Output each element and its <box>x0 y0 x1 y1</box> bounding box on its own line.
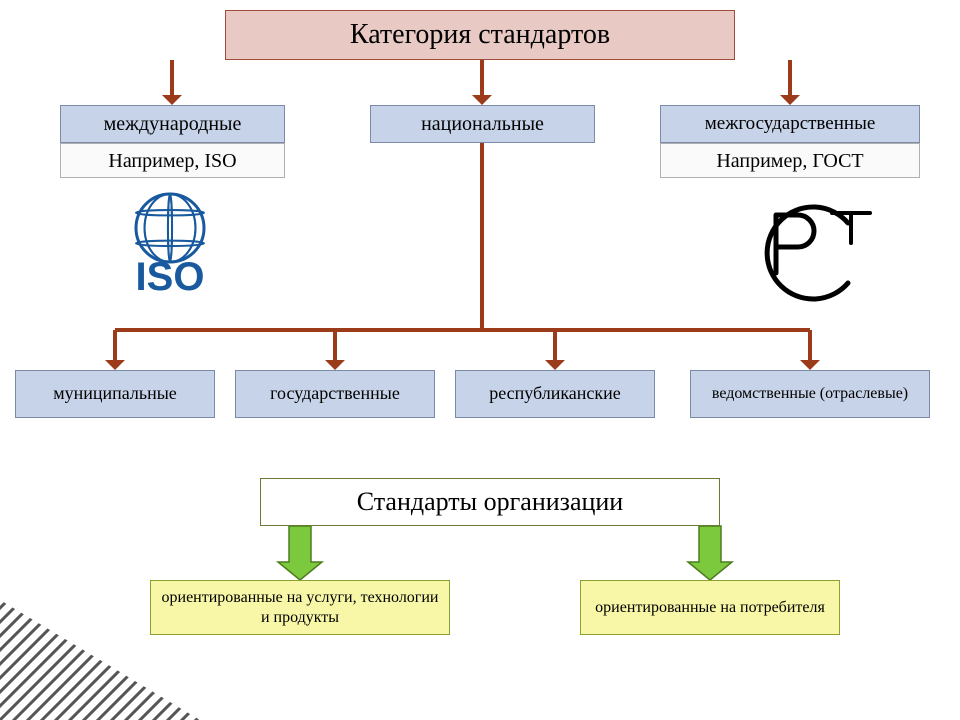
row2-box-3: ведомственные (отраслевые) <box>690 370 930 418</box>
org-child-box-0: ориентированные на услуги, технологии и … <box>150 580 450 635</box>
org-child-box-1: ориентированные на потребителя <box>580 580 840 635</box>
title-box: Категория стандартов <box>225 10 735 60</box>
svg-text:ISO: ISO <box>136 255 205 299</box>
iso-logo: ISO <box>95 190 245 300</box>
gost-logo <box>740 195 880 305</box>
row1-box-1: национальные <box>370 105 595 143</box>
org-title-box: Стандарты организации <box>260 478 720 526</box>
row2-box-2: республиканские <box>455 370 655 418</box>
row2-box-1: государственные <box>235 370 435 418</box>
row1-sub-box-0: Например, ISO <box>60 143 285 178</box>
row1-box-0: международные <box>60 105 285 143</box>
row1-box-2: межгосударственные <box>660 105 920 143</box>
row1-sub-box-1: Например, ГОСТ <box>660 143 920 178</box>
row2-box-0: муниципальные <box>15 370 215 418</box>
